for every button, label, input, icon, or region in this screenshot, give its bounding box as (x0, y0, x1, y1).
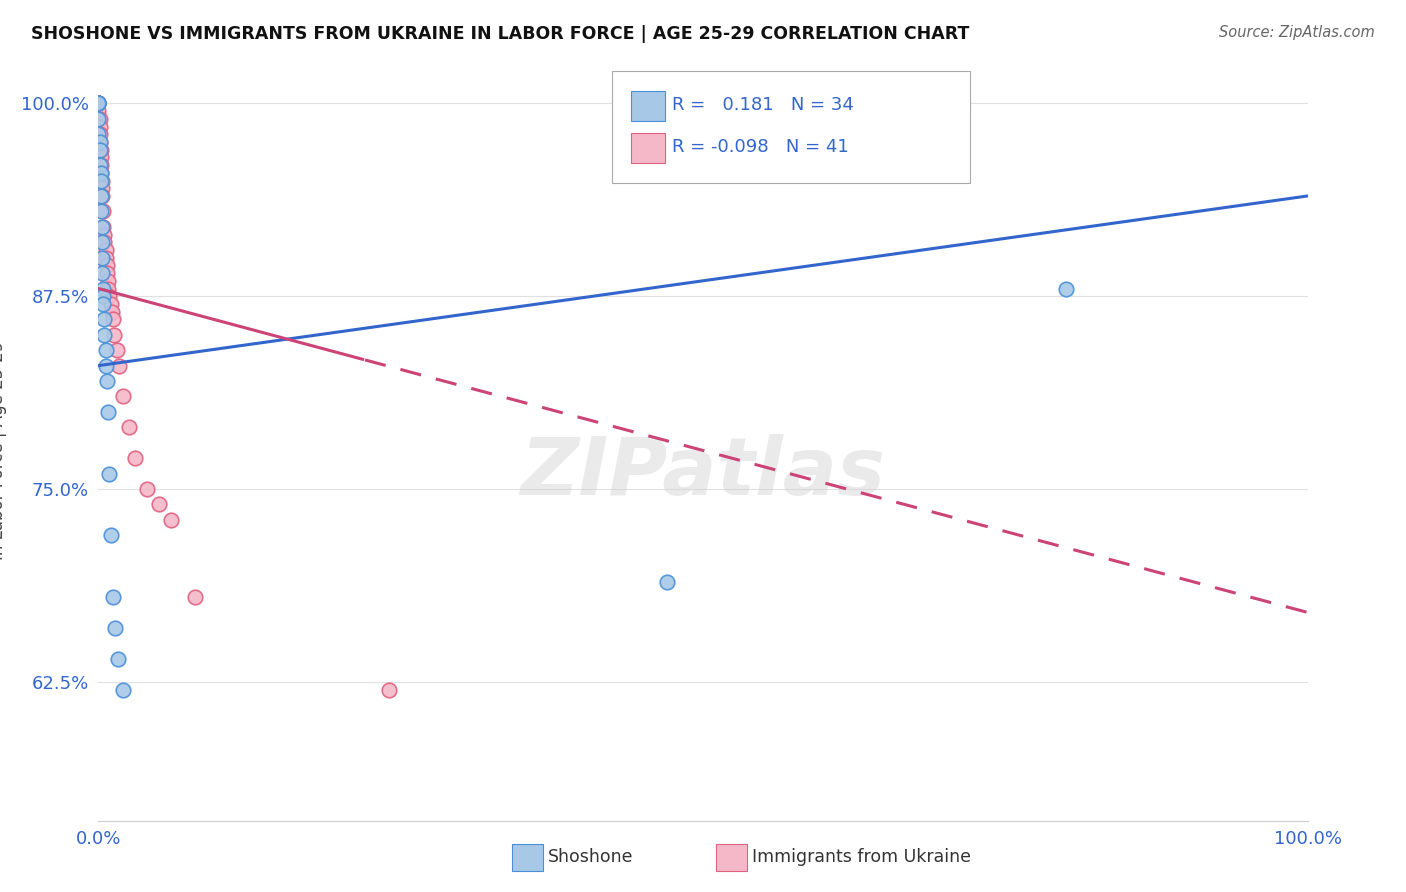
Point (93, 227, 115, 242)
Point (105, 343, 128, 358)
Point (89, 120, 111, 134)
Point (89, 112, 111, 126)
Point (96, 266, 118, 280)
Point (90, 158, 112, 172)
Point (87, 96, 110, 111)
Point (103, 327, 125, 342)
Text: ZIPatlas: ZIPatlas (520, 434, 886, 512)
Text: R =   0.181   N = 34: R = 0.181 N = 34 (672, 96, 853, 114)
Text: Immigrants from Ukraine: Immigrants from Ukraine (752, 848, 972, 866)
Point (97, 274, 120, 288)
Point (93, 327, 115, 342)
Point (98, 289, 121, 303)
Point (377, 682, 399, 697)
Point (87, 112, 110, 126)
Point (87, 96, 110, 111)
Point (87, 96, 110, 111)
Point (160, 513, 183, 527)
Point (96, 374, 118, 388)
Point (104, 621, 127, 635)
Point (124, 451, 146, 466)
Point (93, 235, 115, 250)
Point (98, 467, 121, 481)
Point (100, 297, 122, 311)
Point (91, 251, 114, 265)
Point (91, 189, 114, 203)
Point (91, 281, 114, 295)
Text: SHOSHONE VS IMMIGRANTS FROM UKRAINE IN LABOR FORCE | AGE 25-29 CORRELATION CHART: SHOSHONE VS IMMIGRANTS FROM UKRAINE IN L… (31, 25, 969, 43)
Point (93, 312, 115, 326)
Point (91, 204, 114, 219)
Point (101, 590, 124, 604)
Point (91, 289, 114, 303)
Point (89, 128, 111, 142)
Point (108, 359, 131, 373)
Point (96, 258, 118, 272)
Point (100, 304, 122, 318)
Point (91, 173, 114, 187)
Text: Source: ZipAtlas.com: Source: ZipAtlas.com (1219, 25, 1375, 40)
Point (111, 389, 134, 403)
Point (90, 150, 112, 164)
Point (89, 143, 111, 157)
Point (91, 235, 114, 250)
Point (91, 181, 114, 195)
Point (1054, 281, 1077, 295)
Point (91, 219, 114, 234)
Point (94, 359, 117, 373)
Point (111, 682, 134, 697)
Point (90, 189, 112, 203)
Point (118, 420, 141, 434)
Y-axis label: In Labor Force | Age 25-29: In Labor Force | Age 25-29 (0, 341, 7, 560)
Text: R = -0.098   N = 41: R = -0.098 N = 41 (672, 138, 849, 156)
Point (89, 135, 111, 149)
Point (91, 297, 114, 311)
Point (97, 281, 120, 295)
Point (87, 128, 110, 142)
Point (91, 219, 114, 234)
Point (87, 96, 110, 111)
Point (94, 251, 117, 265)
Point (148, 498, 170, 512)
Point (655, 574, 678, 589)
Point (87, 96, 110, 111)
Point (94, 243, 117, 257)
Point (184, 590, 207, 604)
Point (101, 312, 124, 326)
Point (87, 96, 110, 111)
Point (94, 343, 117, 358)
Point (90, 143, 112, 157)
Point (89, 135, 111, 149)
Point (87, 96, 110, 111)
Point (87, 96, 110, 111)
Point (135, 482, 157, 496)
Point (90, 166, 112, 180)
Point (87, 104, 110, 119)
Text: Shoshone: Shoshone (548, 848, 634, 866)
Point (90, 204, 112, 219)
Point (91, 266, 114, 280)
Point (90, 173, 112, 187)
Point (107, 651, 129, 665)
Point (90, 166, 112, 180)
Point (97, 405, 120, 419)
Point (89, 158, 111, 172)
Point (100, 528, 122, 542)
